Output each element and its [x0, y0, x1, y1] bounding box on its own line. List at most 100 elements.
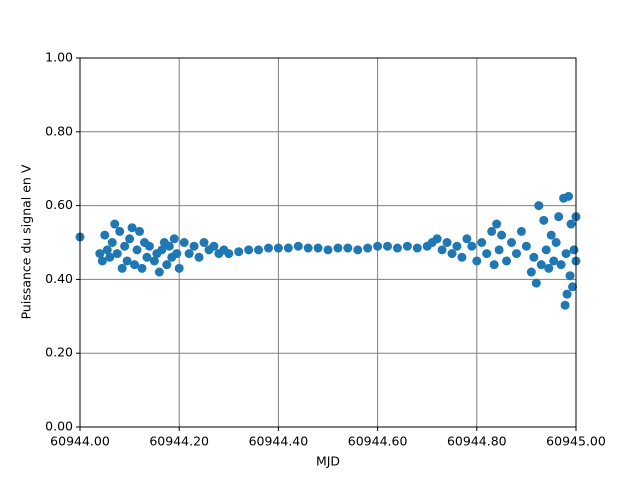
y-tick-label: 0.00: [45, 419, 73, 434]
point: [531, 278, 541, 288]
point: [564, 191, 574, 201]
point: [568, 282, 578, 292]
y-tick-label: 0.20: [45, 345, 73, 360]
point: [127, 223, 137, 233]
point: [392, 243, 402, 253]
x-tick-label: 60945.00: [546, 434, 606, 449]
point: [184, 249, 194, 259]
point: [137, 263, 147, 273]
point: [105, 252, 115, 262]
point: [115, 226, 125, 236]
point: [447, 249, 457, 259]
point: [132, 245, 142, 255]
point: [169, 234, 179, 244]
point: [142, 252, 152, 262]
point: [462, 234, 472, 244]
point: [144, 241, 154, 251]
point: [172, 249, 182, 259]
point: [472, 256, 482, 266]
point: [544, 263, 554, 273]
point: [174, 263, 184, 273]
point: [497, 230, 507, 240]
y-tick-label: 0.60: [45, 197, 73, 212]
point: [529, 252, 539, 262]
point: [303, 243, 313, 253]
point: [179, 238, 189, 247]
point: [437, 245, 447, 255]
point: [492, 219, 502, 229]
point: [452, 241, 462, 251]
point: [534, 201, 544, 211]
point: [539, 215, 549, 225]
point: [107, 238, 117, 247]
point: [412, 243, 422, 253]
point: [482, 249, 492, 259]
point: [157, 245, 167, 255]
point: [194, 252, 204, 262]
point: [293, 241, 303, 251]
point: [502, 256, 512, 266]
point: [363, 243, 373, 253]
x-axis-label: MJD: [316, 454, 340, 469]
point: [556, 260, 566, 270]
point: [125, 234, 135, 244]
point: [507, 238, 517, 247]
point: [541, 245, 551, 255]
point: [561, 249, 571, 259]
point: [130, 260, 140, 270]
point: [110, 219, 120, 229]
point: [521, 241, 531, 251]
point: [244, 245, 254, 255]
x-tick-label: 60944.60: [348, 434, 408, 449]
x-tick-label: 60944.40: [249, 434, 309, 449]
point: [283, 243, 293, 253]
point: [511, 249, 521, 259]
point: [209, 241, 219, 251]
point: [432, 234, 442, 244]
point: [189, 241, 199, 251]
point: [487, 226, 497, 236]
point: [117, 263, 127, 273]
y-tick-label: 0.80: [45, 123, 73, 138]
x-tick-label: 60944.20: [149, 434, 209, 449]
point: [112, 249, 122, 259]
point: [565, 271, 575, 281]
point: [164, 241, 174, 251]
point: [353, 245, 363, 255]
point: [224, 249, 234, 259]
y-axis-label: Puissance du signal en V: [19, 164, 34, 319]
point: [162, 260, 172, 270]
point: [560, 300, 570, 310]
point: [494, 245, 504, 255]
point: [402, 241, 412, 251]
point: [562, 289, 572, 299]
point: [234, 247, 244, 257]
point: [122, 256, 132, 266]
point: [467, 241, 477, 251]
point: [383, 241, 393, 251]
point: [489, 260, 499, 270]
point: [526, 267, 536, 277]
point: [536, 260, 546, 270]
point: [554, 212, 564, 222]
point: [263, 243, 273, 253]
point: [97, 256, 107, 266]
x-tick-label: 60944.80: [447, 434, 507, 449]
point: [120, 241, 130, 251]
plot-frame: [79, 57, 577, 428]
point: [551, 238, 561, 247]
point: [516, 226, 526, 236]
x-tick-label: 60944.00: [50, 434, 110, 449]
point: [154, 267, 164, 277]
point: [569, 245, 579, 255]
point: [199, 238, 209, 247]
point: [135, 226, 145, 236]
point: [566, 219, 576, 229]
point: [149, 256, 159, 266]
y-tick-label: 0.40: [45, 271, 73, 286]
point: [100, 230, 110, 240]
point: [549, 256, 559, 266]
point: [102, 245, 112, 255]
point: [333, 243, 343, 253]
